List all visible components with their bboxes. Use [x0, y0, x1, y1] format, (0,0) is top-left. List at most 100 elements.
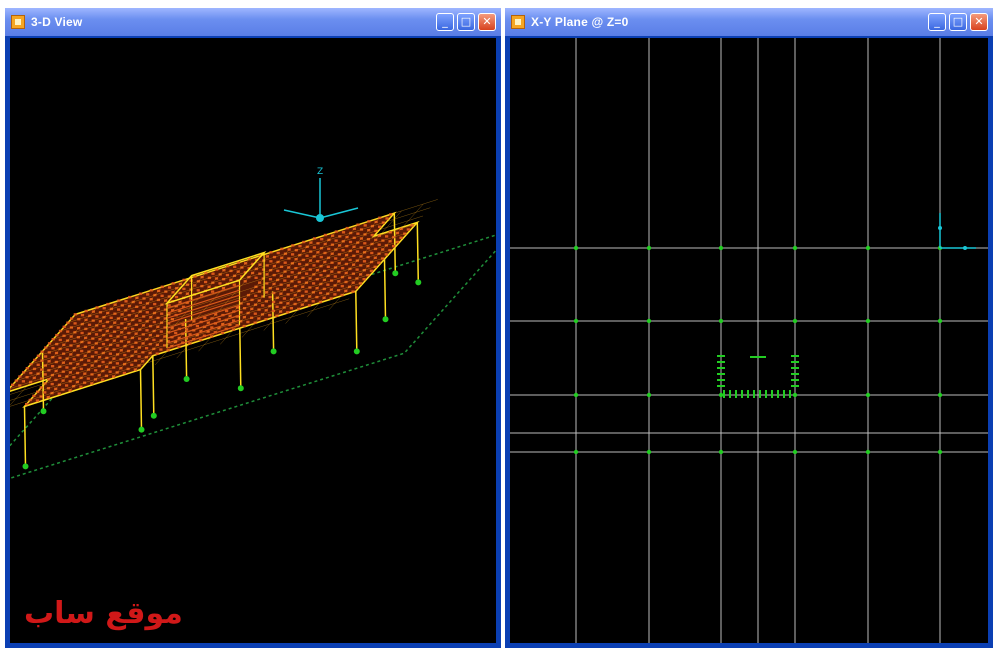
slab-mesh-node: [340, 284, 344, 288]
slab-mesh-node: [276, 251, 280, 255]
core-wall-mesh: [166, 289, 240, 314]
slab-mesh-node: [167, 322, 171, 325]
slab-mesh-node: [174, 331, 178, 335]
grid-point: [718, 392, 724, 398]
core-wall-mesh: [166, 324, 240, 349]
mesh-line: [46, 293, 141, 400]
slab-mesh-node: [138, 319, 142, 322]
slab-mesh-node: [289, 307, 293, 310]
slab-mesh-node: [66, 330, 70, 333]
slab-mesh-node: [275, 287, 280, 291]
app-icon[interactable]: [511, 15, 525, 29]
core-wall-mesh: [166, 299, 240, 324]
slab-mesh-node: [182, 287, 186, 291]
mesh-line: [89, 279, 185, 386]
slab-mesh-node: [217, 318, 221, 321]
column: [152, 355, 155, 416]
slab-mesh-node: [355, 268, 359, 271]
slab-mesh-node: [218, 282, 222, 285]
slab-mesh-node: [101, 342, 106, 346]
slab-mesh-node: [283, 279, 287, 282]
slab-mesh-node: [341, 249, 345, 252]
slab-mesh-node: [102, 307, 106, 310]
slab-mesh-node: [290, 289, 294, 292]
slab-mesh-node: [131, 327, 135, 331]
column-support: [40, 408, 47, 415]
slab-mesh-node: [240, 275, 244, 278]
slab-mesh-node: [203, 316, 207, 320]
slab-mesh-node: [348, 240, 353, 244]
maximize-icon[interactable]: □: [457, 13, 475, 31]
slab-mesh-node: [377, 243, 381, 246]
axis-x-line: [319, 207, 359, 219]
axis-y-line: [283, 209, 321, 219]
grid-point: [646, 392, 652, 398]
close-icon[interactable]: ✕: [970, 13, 988, 31]
slab-mesh-node: [327, 247, 331, 251]
slab-mesh-node: [123, 336, 127, 339]
slab-mesh-node: [108, 352, 112, 355]
mesh-line: [67, 207, 431, 323]
slab-mesh-node: [10, 387, 11, 391]
slab-mesh-node: [363, 224, 367, 227]
slab-mesh-node: [130, 345, 134, 348]
slab-mesh-node: [348, 258, 352, 262]
core-wall-mesh: [166, 314, 240, 339]
titlebar-3d-view[interactable]: 3-D View _ □ ✕: [5, 8, 501, 36]
slab-mesh-node: [102, 324, 106, 328]
slab-mesh-node: [311, 300, 315, 303]
slab-mesh-node: [304, 290, 308, 293]
viewport-3d[interactable]: Z موقع ساب: [10, 38, 496, 643]
mesh-line: [328, 203, 424, 310]
grid-point: [937, 449, 943, 455]
maximize-icon[interactable]: □: [949, 13, 967, 31]
slab-mesh-node: [131, 309, 135, 313]
viewport-plan[interactable]: [510, 38, 988, 643]
slab-mesh-node: [283, 261, 287, 264]
close-icon[interactable]: ✕: [478, 13, 496, 31]
watermark-text: موقع ساب: [24, 596, 183, 631]
slab-mesh-node: [269, 260, 273, 263]
mesh-line: [263, 224, 359, 331]
column: [416, 222, 420, 283]
minimize-icon[interactable]: _: [436, 13, 454, 31]
column: [383, 259, 387, 320]
minimize-icon[interactable]: _: [928, 13, 946, 31]
column-support: [183, 376, 190, 382]
slab-mesh-node: [57, 392, 61, 395]
app-icon[interactable]: [11, 15, 25, 29]
column: [184, 318, 188, 380]
column-support: [138, 426, 145, 433]
window-title: 3-D View: [31, 15, 83, 29]
slab-mesh-node: [58, 374, 62, 377]
core-wall-mesh: [166, 284, 240, 309]
grid-point: [865, 392, 871, 398]
slab-mesh-node: [297, 298, 301, 302]
grid-point: [646, 318, 652, 324]
grid-point: [792, 245, 798, 251]
mesh-line: [10, 282, 365, 395]
slab-mesh-node: [138, 301, 142, 304]
slab-mesh-node: [211, 272, 215, 275]
mesh-line: [241, 231, 337, 338]
titlebar-xy-plane[interactable]: X-Y Plane @ Z=0 _ □ ✕: [505, 8, 993, 36]
column: [393, 213, 397, 274]
slab-mesh-node: [326, 265, 330, 268]
slab-mesh-node: [196, 289, 200, 292]
slab-mesh-node: [312, 246, 316, 249]
grid-point: [865, 245, 871, 251]
slab-mesh-node: [109, 334, 113, 337]
slab-mesh-node: [341, 267, 345, 270]
slab-mesh-node: [130, 363, 134, 366]
slab-mesh-node: [319, 291, 323, 295]
mesh-line: [307, 210, 402, 317]
grid-point: [792, 318, 798, 324]
slab-mesh-node: [320, 238, 324, 241]
slab-mesh-node: [355, 286, 359, 289]
slab-mesh-node: [145, 329, 149, 332]
slab-mesh-node: [362, 260, 367, 263]
mesh-line: [10, 298, 350, 407]
slab-mesh-node: [94, 351, 98, 354]
slab-mesh-node: [166, 340, 170, 343]
grid-point: [937, 318, 943, 324]
